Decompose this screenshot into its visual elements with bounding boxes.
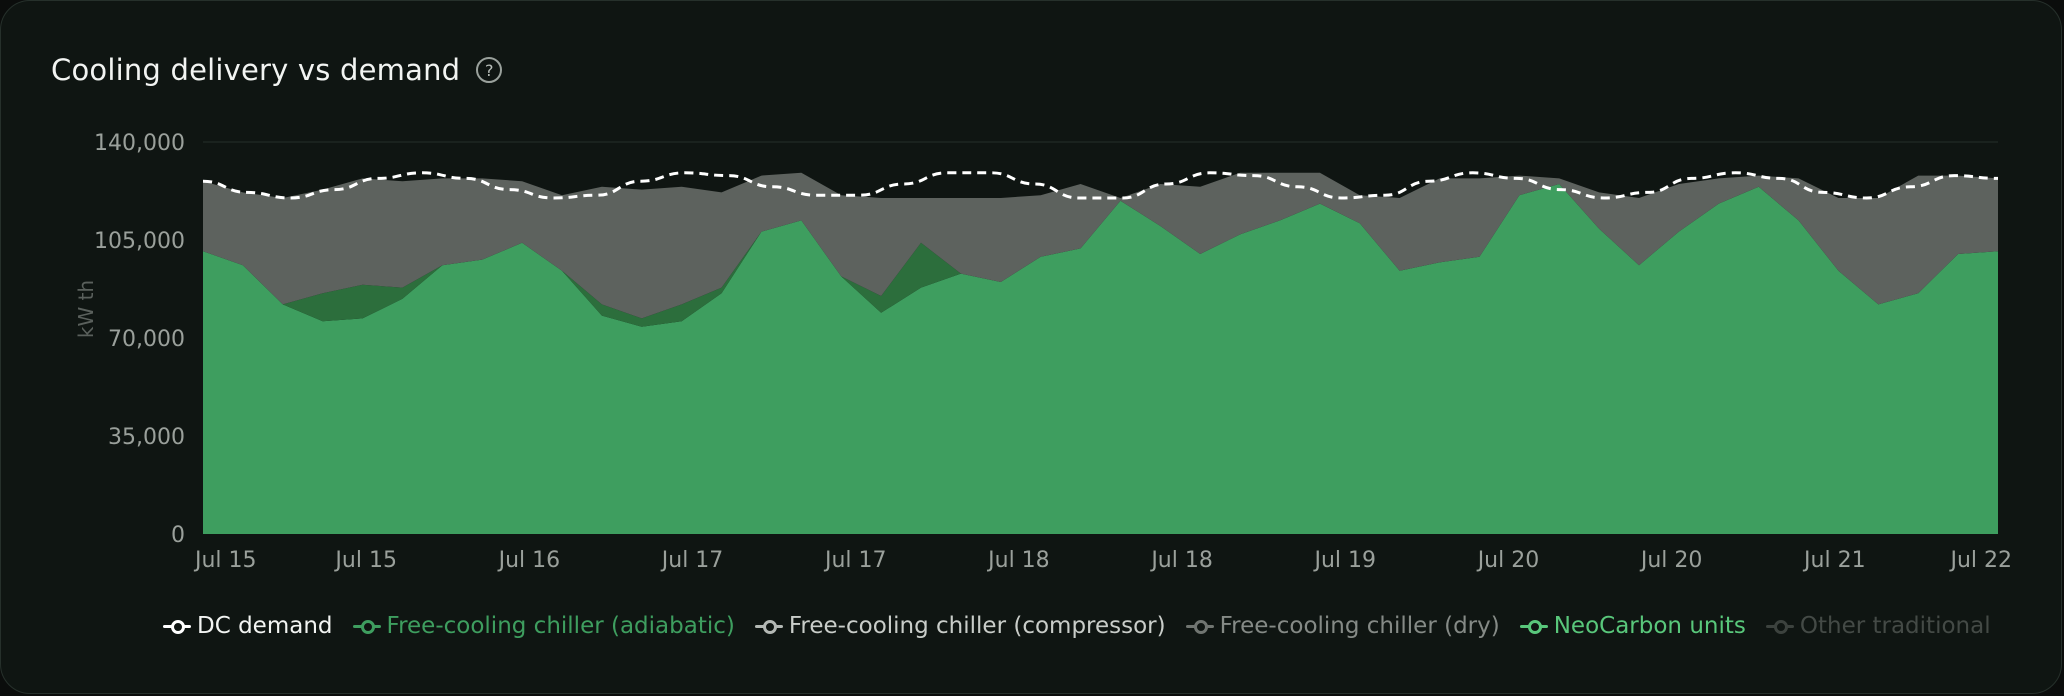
series-lines bbox=[202, 171, 1999, 200]
legend-marker-icon bbox=[1765, 619, 1794, 634]
legend-item[interactable]: DC demand bbox=[163, 613, 333, 639]
legend-item[interactable]: Free-cooling chiller (compressor) bbox=[754, 613, 1166, 639]
legend-item[interactable]: NeoCarbon units bbox=[1519, 613, 1746, 639]
series-areas bbox=[203, 172, 1998, 534]
legend-marker-icon bbox=[1519, 619, 1548, 634]
x-tick-label: Jul 20 bbox=[1639, 548, 1703, 573]
x-tick-label: Jul 18 bbox=[986, 548, 1050, 573]
y-tick-label: 70,000 bbox=[108, 327, 185, 352]
y-tick-label: 105,000 bbox=[94, 229, 185, 254]
axes: 0 35,000 70,000 105,000 140,000 kW th Jul 15 Ju… bbox=[74, 131, 2012, 573]
x-tick-label: Jul 22 bbox=[1948, 548, 2012, 573]
legend-item[interactable]: Other traditional bbox=[1765, 613, 1991, 639]
y-tick-label: 0 bbox=[171, 523, 185, 548]
legend-label: Free-cooling chiller (dry) bbox=[1219, 613, 1500, 639]
x-tick-label: Jul 20 bbox=[1476, 548, 1540, 573]
legend-item[interactable]: Free-cooling chiller (adiabatic) bbox=[352, 613, 735, 639]
title-row: Cooling delivery vs demand ? bbox=[51, 53, 503, 87]
x-tick-label: Jul 16 bbox=[497, 548, 561, 573]
area-free-cooling-chiller-compressor-[interactable] bbox=[203, 172, 1998, 319]
cooling-area-chart: 0 35,000 70,000 105,000 140,000 kW th Jul 15 Ju… bbox=[74, 131, 2012, 573]
chart-title: Cooling delivery vs demand bbox=[51, 53, 461, 87]
x-tick-label: Jul 15 bbox=[333, 548, 397, 573]
x-tick-label: Jul 17 bbox=[660, 548, 724, 573]
x-tick-label: Jul 18 bbox=[1149, 548, 1213, 573]
legend-marker-icon bbox=[754, 619, 783, 634]
legend-label: Other traditional bbox=[1799, 613, 1991, 639]
x-tick-label: Jul 19 bbox=[1313, 548, 1377, 573]
x-tick-label: Jul 17 bbox=[823, 548, 887, 573]
legend-label: NeoCarbon units bbox=[1553, 613, 1746, 639]
legend-marker-icon bbox=[352, 619, 381, 634]
legend-label: DC demand bbox=[197, 613, 333, 639]
chart-legend: DC demand Free-cooling chiller (adiabatic… bbox=[163, 613, 2011, 639]
legend-item[interactable]: Free-cooling chiller (dry) bbox=[1185, 613, 1500, 639]
legend-label: Free-cooling chiller (compressor) bbox=[788, 613, 1166, 639]
y-tick-label: 140,000 bbox=[94, 131, 185, 156]
help-icon[interactable]: ? bbox=[476, 57, 503, 83]
x-tick-label: Jul 15 bbox=[193, 548, 257, 573]
area-free-cooling-chiller-adiabatic-[interactable] bbox=[203, 184, 1998, 534]
x-tick-label: Jul 21 bbox=[1802, 548, 1866, 573]
legend-marker-icon bbox=[163, 619, 191, 634]
y-axis-label: kW th bbox=[74, 280, 98, 338]
legend-marker-icon bbox=[1185, 619, 1214, 634]
line-dc-demand[interactable] bbox=[202, 171, 1999, 200]
y-tick-label: 35,000 bbox=[108, 425, 185, 450]
legend-label: Free-cooling chiller (adiabatic) bbox=[386, 613, 735, 639]
